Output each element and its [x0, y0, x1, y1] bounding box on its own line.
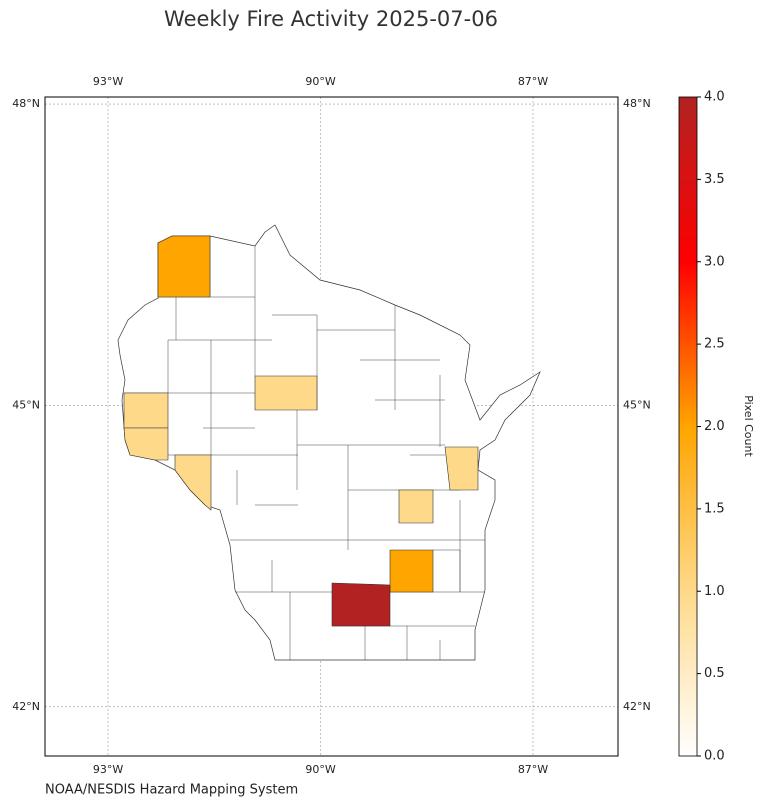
fire-region	[444, 446, 479, 491]
colorbar-tick-label: 2.0	[704, 419, 725, 434]
map-title: Weekly Fire Activity 2025-07-06	[164, 7, 498, 31]
source-note: NOAA/NESDIS Hazard Mapping System	[45, 783, 298, 798]
fire-region	[123, 392, 169, 429]
y-tick-label: 48°N	[12, 97, 40, 110]
colorbar	[678, 96, 698, 757]
fire-region	[254, 375, 318, 411]
x-tick-label: 90°W	[305, 763, 335, 776]
x-tick-label: 90°W	[305, 75, 335, 88]
colorbar-tick-label: 0.5	[704, 666, 725, 681]
x-tick-label: 93°W	[93, 75, 123, 88]
y-tick-label: 45°N	[12, 398, 40, 411]
colorbar-tick-label: 3.0	[704, 254, 725, 269]
colorbar-tick-label: 2.5	[704, 337, 725, 352]
colorbar-tick-label: 0.0	[704, 749, 725, 764]
fire-region	[123, 427, 169, 461]
fire-region	[389, 549, 434, 593]
fire-region	[174, 454, 212, 511]
y-tick-label: 45°N	[623, 398, 651, 411]
colorbar-tick-label: 3.5	[704, 172, 725, 187]
colorbar-tick-label: 1.5	[704, 501, 725, 516]
fire-region	[331, 582, 391, 627]
map-frame	[44, 96, 619, 757]
x-tick-label: 87°W	[518, 763, 548, 776]
y-tick-label: 42°N	[623, 700, 651, 713]
y-tick-label: 42°N	[12, 700, 40, 713]
y-tick-label: 48°N	[623, 97, 651, 110]
fire-region	[157, 235, 211, 298]
x-tick-label: 87°W	[518, 75, 548, 88]
colorbar-label: Pixel Count	[742, 395, 755, 457]
colorbar-tick-label: 1.0	[704, 584, 725, 599]
x-tick-label: 93°W	[93, 763, 123, 776]
colorbar-tick-label: 4.0	[704, 90, 725, 105]
fire-region	[398, 489, 434, 524]
